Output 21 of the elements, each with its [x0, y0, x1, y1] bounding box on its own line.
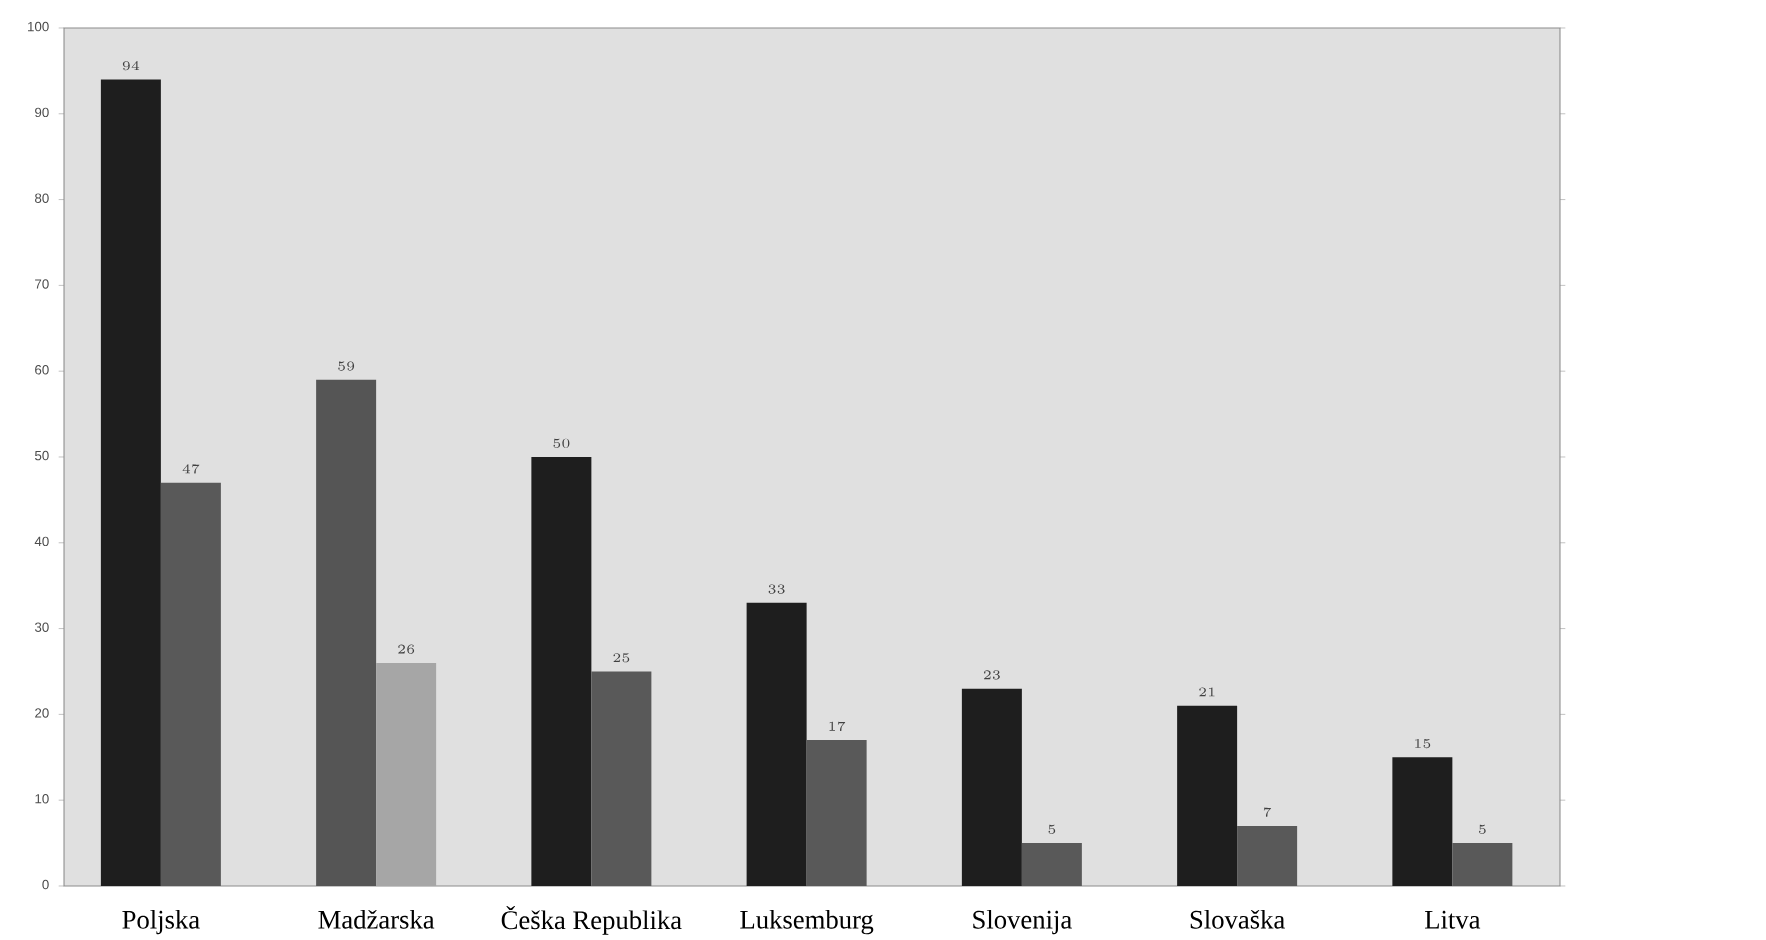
bar: [1392, 757, 1453, 886]
bar: [1237, 825, 1298, 886]
x-tick-label: Slovenija: [973, 909, 1072, 935]
x-tick-label: Litva: [1424, 910, 1481, 929]
bar: [961, 688, 1022, 886]
x-tick-label: Luksemburg: [740, 909, 874, 935]
bar: [316, 379, 377, 886]
bar: [1021, 843, 1082, 886]
x-tick-label: Slovaška: [1190, 909, 1285, 929]
x-tick-label: Češka Republika: [501, 906, 682, 935]
bar: [806, 740, 867, 886]
bar: [1177, 705, 1238, 886]
x-tick-label: Poljska: [122, 909, 200, 935]
bar: [100, 79, 161, 886]
x-tick-label: Madžarska: [318, 909, 435, 929]
bar: [160, 482, 221, 886]
bar: [1452, 843, 1513, 886]
bar: [376, 662, 437, 886]
bar: [531, 456, 592, 886]
bar: [591, 671, 652, 886]
bar: [746, 602, 807, 886]
